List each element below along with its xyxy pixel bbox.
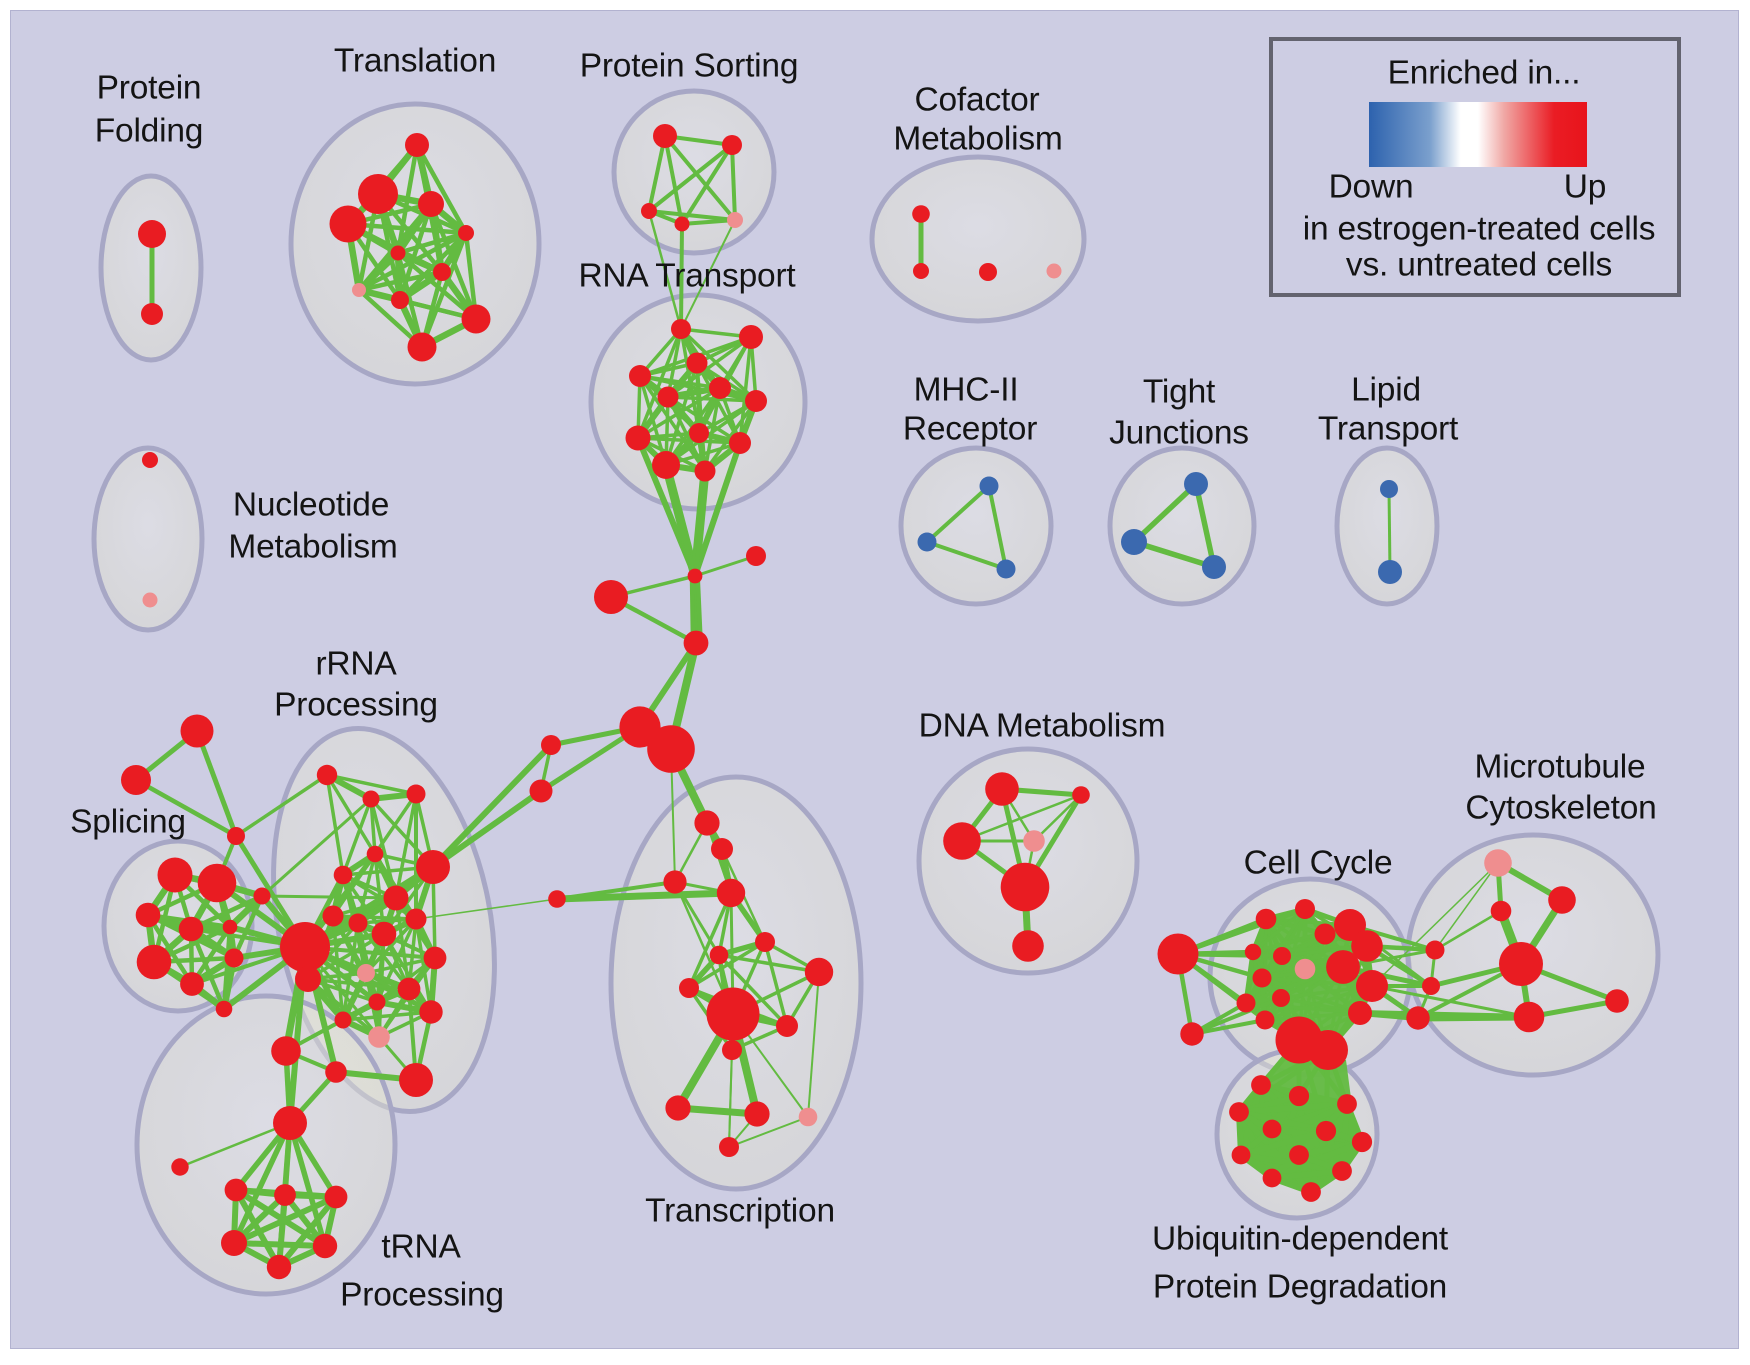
- svg-text:Folding: Folding: [95, 113, 203, 150]
- svg-text:Processing: Processing: [274, 687, 438, 724]
- svg-text:in estrogen-treated cells: in estrogen-treated cells: [1303, 211, 1656, 248]
- svg-text:rRNA: rRNA: [315, 646, 397, 683]
- svg-text:Lipid: Lipid: [1351, 372, 1421, 409]
- svg-text:Up: Up: [1564, 169, 1606, 206]
- svg-text:vs. untreated cells: vs. untreated cells: [1346, 247, 1612, 284]
- svg-text:DNA Metabolism: DNA Metabolism: [919, 708, 1166, 745]
- svg-text:Protein Sorting: Protein Sorting: [580, 48, 799, 85]
- svg-text:Splicing: Splicing: [70, 804, 186, 841]
- svg-text:Protein: Protein: [97, 70, 202, 107]
- svg-text:Enriched in...: Enriched in...: [1388, 55, 1581, 92]
- svg-text:Protein Degradation: Protein Degradation: [1153, 1269, 1447, 1306]
- svg-text:Translation: Translation: [334, 43, 496, 80]
- svg-text:Microtubule: Microtubule: [1475, 749, 1646, 786]
- svg-text:Junctions: Junctions: [1109, 415, 1249, 452]
- svg-text:Processing: Processing: [340, 1277, 504, 1314]
- svg-text:tRNA: tRNA: [381, 1229, 461, 1266]
- svg-text:Cell Cycle: Cell Cycle: [1244, 845, 1393, 882]
- svg-text:Tight: Tight: [1143, 374, 1216, 411]
- svg-text:MHC-II: MHC-II: [914, 372, 1019, 409]
- svg-text:RNA Transport: RNA Transport: [578, 258, 796, 295]
- svg-text:Receptor: Receptor: [903, 411, 1037, 448]
- svg-text:Metabolism: Metabolism: [893, 121, 1062, 158]
- svg-text:Down: Down: [1329, 169, 1414, 206]
- svg-text:Transport: Transport: [1318, 411, 1459, 448]
- svg-text:Transcription: Transcription: [645, 1193, 835, 1230]
- svg-text:Metabolism: Metabolism: [228, 529, 397, 566]
- svg-text:Cytoskeleton: Cytoskeleton: [1465, 790, 1656, 827]
- svg-text:Cofactor: Cofactor: [914, 82, 1039, 119]
- svg-text:Nucleotide: Nucleotide: [233, 487, 389, 524]
- svg-text:Ubiquitin-dependent: Ubiquitin-dependent: [1152, 1221, 1449, 1258]
